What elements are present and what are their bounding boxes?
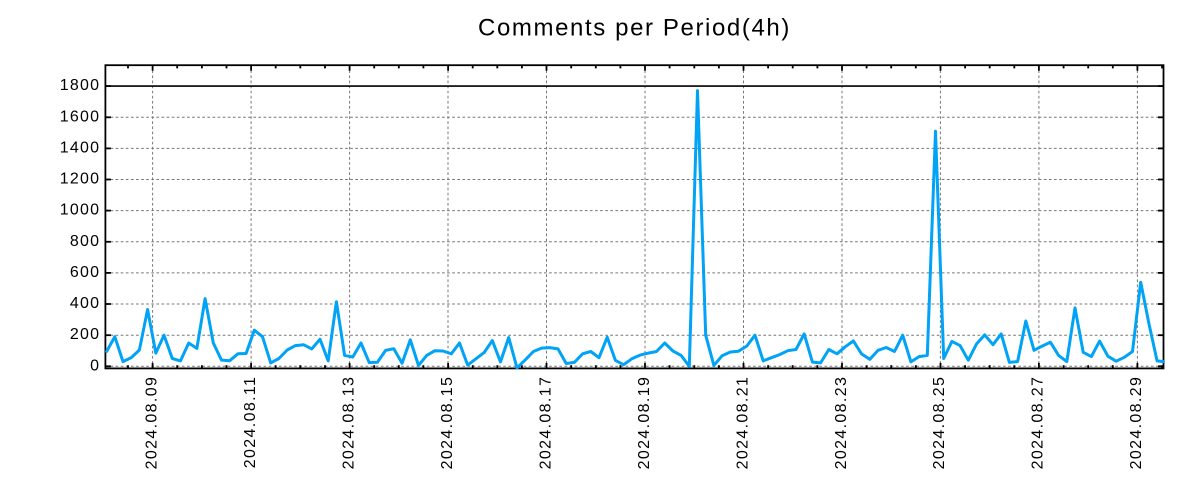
svg-text:1200: 1200: [60, 171, 101, 188]
svg-text:2024.08.11: 2024.08.11: [242, 376, 259, 468]
svg-text:1800: 1800: [60, 77, 101, 94]
svg-text:Comments per Period(4h): Comments per Period(4h): [478, 15, 791, 42]
svg-text:1600: 1600: [60, 108, 101, 125]
svg-text:2024.08.27: 2024.08.27: [1030, 376, 1047, 470]
svg-text:2024.08.09: 2024.08.09: [143, 376, 160, 470]
svg-text:0: 0: [90, 357, 100, 374]
svg-text:2024.08.23: 2024.08.23: [833, 376, 850, 470]
svg-text:400: 400: [70, 295, 100, 312]
svg-text:2024.08.25: 2024.08.25: [931, 376, 948, 470]
svg-text:1400: 1400: [60, 139, 101, 156]
svg-text:2024.08.13: 2024.08.13: [340, 376, 357, 470]
svg-text:200: 200: [70, 326, 100, 343]
svg-text:2024.08.15: 2024.08.15: [439, 376, 456, 470]
svg-text:1000: 1000: [60, 202, 101, 219]
svg-text:2024.08.17: 2024.08.17: [537, 376, 554, 470]
svg-text:2024.08.19: 2024.08.19: [636, 376, 653, 470]
svg-text:600: 600: [70, 264, 100, 281]
svg-text:800: 800: [70, 233, 100, 250]
svg-text:2024.08.21: 2024.08.21: [734, 376, 751, 470]
svg-text:2024.08.29: 2024.08.29: [1128, 376, 1145, 470]
